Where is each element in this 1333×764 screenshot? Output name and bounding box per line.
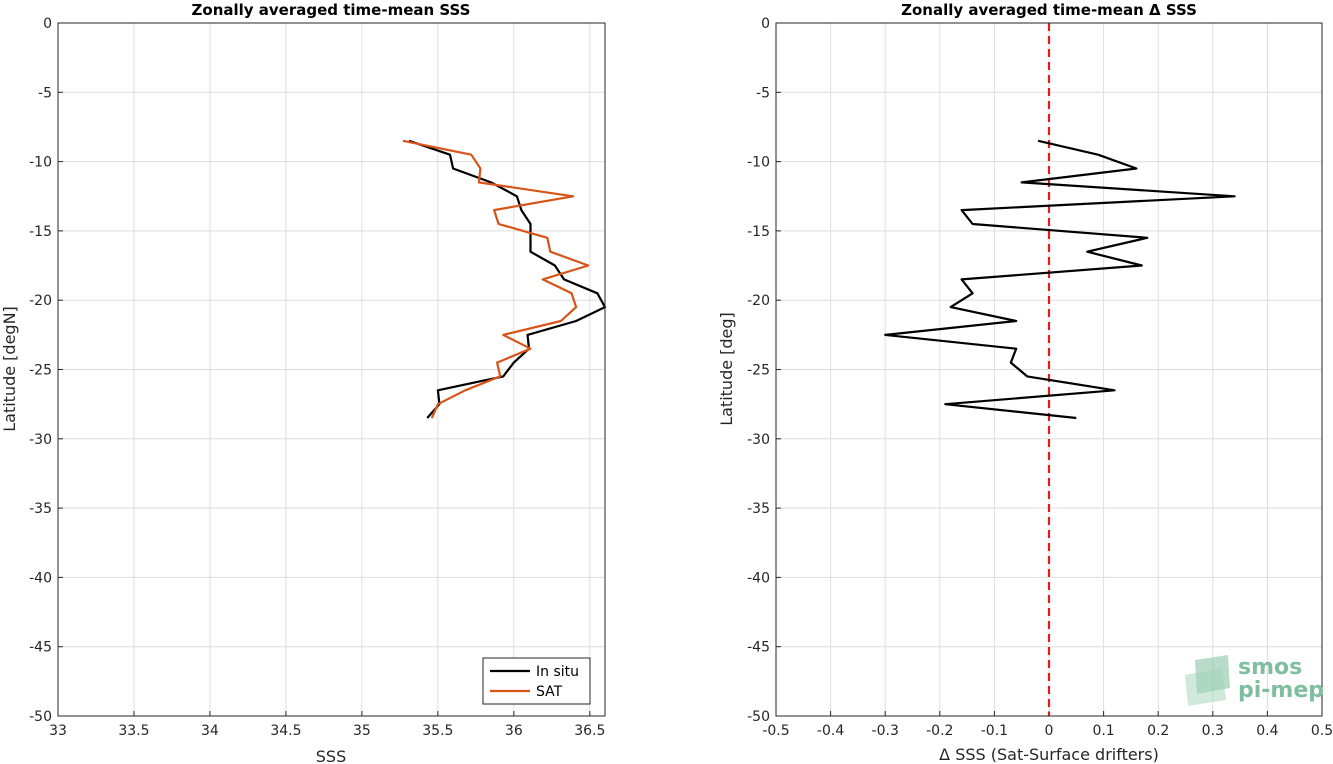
x-tick-label: 0.3 <box>1202 723 1224 739</box>
x-tick-label: -0.2 <box>926 723 953 739</box>
y-tick-label: -25 <box>747 363 770 379</box>
right-axes-box <box>775 22 1323 717</box>
y-tick-label: -25 <box>29 363 52 379</box>
left-grid <box>57 22 605 717</box>
legend: In situ SAT <box>482 657 591 705</box>
x-tick-label: 0.2 <box>1147 723 1169 739</box>
right-x-axis-label: Δ SSS (Sat-Surface drifters) <box>939 745 1159 764</box>
series-line-delta-sss <box>884 139 1236 420</box>
y-tick-label: -30 <box>29 432 52 448</box>
x-tick-label: 34.5 <box>270 723 301 739</box>
left-y-axis-label: Latitude [degN] <box>0 306 19 432</box>
right-ticks: -0.5 -0.4 -0.3 -0.2 -0.1 0 0.1 0.2 0.3 0.4 0.5 0 -5 -… <box>747 16 1333 739</box>
x-tick-label: 36 <box>505 723 523 739</box>
x-tick-label: 33 <box>49 723 67 739</box>
x-tick-label: 0.4 <box>1256 723 1278 739</box>
x-tick-label: 33.5 <box>118 723 149 739</box>
y-tick-label: -15 <box>29 224 52 240</box>
series-line-sat <box>402 139 590 419</box>
y-tick-label: -15 <box>747 224 770 240</box>
left-chart-title: Zonally averaged time-mean SSS <box>192 1 471 19</box>
left-series <box>402 139 607 419</box>
smos-pi-mep-logo: smos pi-mep <box>1185 655 1324 706</box>
right-panel: -0.5 -0.4 -0.3 -0.2 -0.1 0 0.1 0.2 0.3 0.4 0.5 0 -5 -… <box>717 1 1333 764</box>
y-tick-label: -45 <box>747 640 770 656</box>
x-tick-label: -0.4 <box>817 723 844 739</box>
logo-text-pi-mep: pi-mep <box>1238 678 1324 703</box>
legend-label-in-situ: In situ <box>536 664 579 680</box>
x-tick-label: 35.5 <box>422 723 453 739</box>
y-tick-label: -30 <box>747 432 770 448</box>
right-y-axis-label: Latitude [deg] <box>717 312 736 426</box>
y-tick-label: -10 <box>29 155 52 171</box>
right-series <box>884 139 1236 420</box>
x-tick-label: -0.5 <box>762 723 789 739</box>
y-tick-label: -45 <box>29 640 52 656</box>
logo-text-smos: smos <box>1238 655 1302 680</box>
x-tick-label: 36.5 <box>574 723 605 739</box>
right-chart-title: Zonally averaged time-mean Δ SSS <box>901 1 1197 19</box>
y-tick-label: -20 <box>747 293 770 309</box>
y-tick-label: 0 <box>43 16 52 32</box>
logo-wave-shape <box>1185 668 1226 706</box>
x-tick-label: 34 <box>201 723 219 739</box>
y-tick-label: -5 <box>756 85 770 101</box>
y-tick-label: -5 <box>38 85 52 101</box>
left-ticks: 33 33.5 34 34.5 35 35.5 36 36.5 0 -5 -10 -15 -20 -25 -… <box>29 16 605 739</box>
series-line-in-situ <box>408 139 607 419</box>
x-tick-label: -0.1 <box>981 723 1008 739</box>
y-tick-label: -50 <box>29 709 52 725</box>
y-tick-label: -35 <box>29 501 52 517</box>
x-tick-label: 35 <box>353 723 371 739</box>
y-tick-label: -40 <box>747 570 770 586</box>
x-tick-label: 0.5 <box>1311 723 1333 739</box>
left-panel: 33 33.5 34 34.5 35 35.5 36 36.5 0 -5 -10 -15 -20 -25 -… <box>0 1 607 764</box>
y-tick-label: -40 <box>29 570 52 586</box>
legend-box <box>482 657 591 705</box>
left-axes-box <box>57 22 606 717</box>
legend-label-sat: SAT <box>536 684 563 700</box>
y-tick-label: -20 <box>29 293 52 309</box>
y-tick-label: 0 <box>761 16 770 32</box>
y-tick-label: -10 <box>747 155 770 171</box>
x-tick-label: 0.1 <box>1092 723 1114 739</box>
x-tick-label: -0.3 <box>872 723 899 739</box>
y-tick-label: -35 <box>747 501 770 517</box>
y-tick-label: -50 <box>747 709 770 725</box>
x-tick-label: 0 <box>1045 723 1054 739</box>
left-x-axis-label: SSS <box>316 747 346 764</box>
